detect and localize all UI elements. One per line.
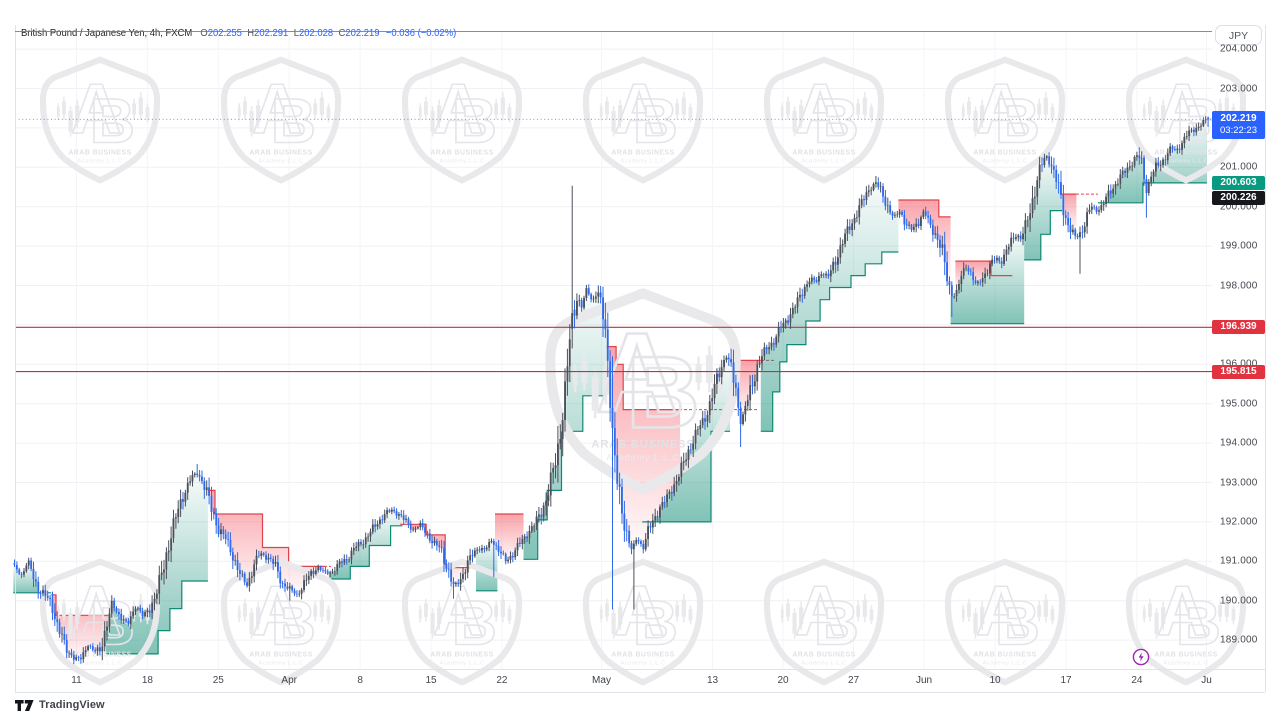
trail-lower-badge: 200.226 [1212, 190, 1265, 205]
price-tick-label: 190.000 [1220, 595, 1258, 607]
bear-band-line [207, 489, 325, 567]
watermark-shield [767, 60, 881, 181]
bear-band-fill [898, 200, 951, 282]
price-tick-label: 203.000 [1220, 83, 1258, 94]
price-tick-label: 201.000 [1220, 161, 1258, 173]
bull-band-fill [1024, 158, 1063, 260]
watermark-shield [43, 60, 157, 181]
tradingview-logo-icon [15, 699, 34, 711]
widget-right-border [1265, 25, 1266, 692]
low-label: L [293, 27, 299, 39]
price-tick-label: 199.000 [1220, 240, 1258, 252]
bull-band-line [760, 251, 899, 432]
bull-band-fill [642, 359, 730, 522]
bull-band-line [1024, 210, 1063, 261]
price-tick-label: 204.000 [1220, 43, 1258, 55]
time-tick-label: 22 [496, 675, 508, 686]
bar-countdown: 03:22:23 [1220, 125, 1257, 137]
bear-band-line [898, 199, 951, 218]
change-value: −0.036 (−0.02%) [385, 27, 457, 39]
watermark-shield [586, 60, 700, 181]
price-tick-label: 198.000 [1220, 280, 1258, 291]
time-tick-label: 20 [777, 675, 789, 686]
time-tick-label: Apr [281, 675, 297, 686]
time-tick-label: 11 [71, 675, 82, 686]
low-value: 202.028 [298, 27, 334, 39]
time-tick-label: 25 [212, 675, 224, 686]
bear-band-fill [1059, 194, 1077, 230]
price-tick-label: 191.000 [1220, 555, 1258, 567]
price-tick-label: 194.000 [1220, 437, 1258, 449]
open-value: 202.255 [207, 27, 242, 39]
time-tick-label: Jun [915, 675, 933, 686]
quick-trade-lightning-icon[interactable] [1131, 647, 1151, 667]
bull-band-fill [105, 474, 208, 654]
last-price-badge: 202.219 03:22:23 [1212, 111, 1265, 140]
open-label: O [200, 27, 208, 39]
currency-unit-button[interactable]: JPY [1215, 25, 1262, 45]
symbol-legend[interactable]: British Pound / Japanese Yen, 4h, FXCM O2… [21, 27, 456, 40]
bear-band-fill [495, 514, 524, 560]
tradingview-logo[interactable]: TradingView [15, 699, 105, 711]
price-tick-label: 193.000 [1220, 477, 1258, 488]
alert-level-badge-2: 195.815 [1212, 364, 1265, 379]
time-axis-separator [15, 669, 1265, 670]
close-value: 202.219 [345, 27, 380, 39]
watermark-shield [767, 562, 881, 683]
high-label: H [247, 27, 255, 39]
watermark-shield [224, 60, 338, 181]
alert-level-badge-1: 196.939 [1212, 320, 1265, 335]
price-tick-label: 195.000 [1220, 398, 1258, 410]
bull-band-line [328, 525, 403, 580]
watermark-shield [948, 562, 1062, 683]
watermark-layer [43, 60, 1243, 683]
widget-bottom-border [15, 692, 1265, 693]
time-tick-label: 27 [847, 675, 860, 686]
bull-band-fill [950, 237, 1025, 324]
time-tick-label: May [592, 675, 611, 686]
bear-band-fill [955, 261, 1013, 290]
time-tick-label: Ju [1201, 675, 1212, 686]
time-tick-label: 24 [1131, 675, 1143, 686]
price-tick-label: 192.000 [1220, 516, 1258, 528]
price-tick-label: 200.000 [1220, 201, 1258, 213]
symbol-title[interactable]: British Pound / Japanese Yen, 4h, FXCM [21, 27, 193, 39]
bull-band-fill [1097, 119, 1207, 203]
trail-upper-badge: 200.603 [1212, 175, 1265, 190]
time-tick-label: 17 [1060, 675, 1072, 686]
alert-level-lines [15, 326, 1212, 373]
widget-top-line [15, 31, 1212, 32]
bull-band-fill [13, 565, 52, 593]
widget-left-border [15, 25, 16, 692]
time-tick-label: 18 [141, 675, 153, 686]
watermark-shield [586, 562, 700, 683]
high-value: 202.291 [254, 27, 289, 39]
time-tick-label: 10 [989, 675, 1001, 686]
price-tick-label: 196.000 [1220, 359, 1258, 370]
close-label: C [338, 27, 346, 39]
price-tick-label: 189.000 [1220, 634, 1258, 646]
last-price-value: 202.219 [1220, 113, 1257, 125]
time-tick-label: 13 [706, 675, 719, 686]
bear-band-line [955, 260, 1013, 277]
time-tick-label: 8 [357, 675, 363, 686]
bull-band-fill [760, 184, 899, 432]
tradingview-logo-text: TradingView [39, 699, 105, 711]
time-tick-label: 15 [425, 675, 437, 686]
